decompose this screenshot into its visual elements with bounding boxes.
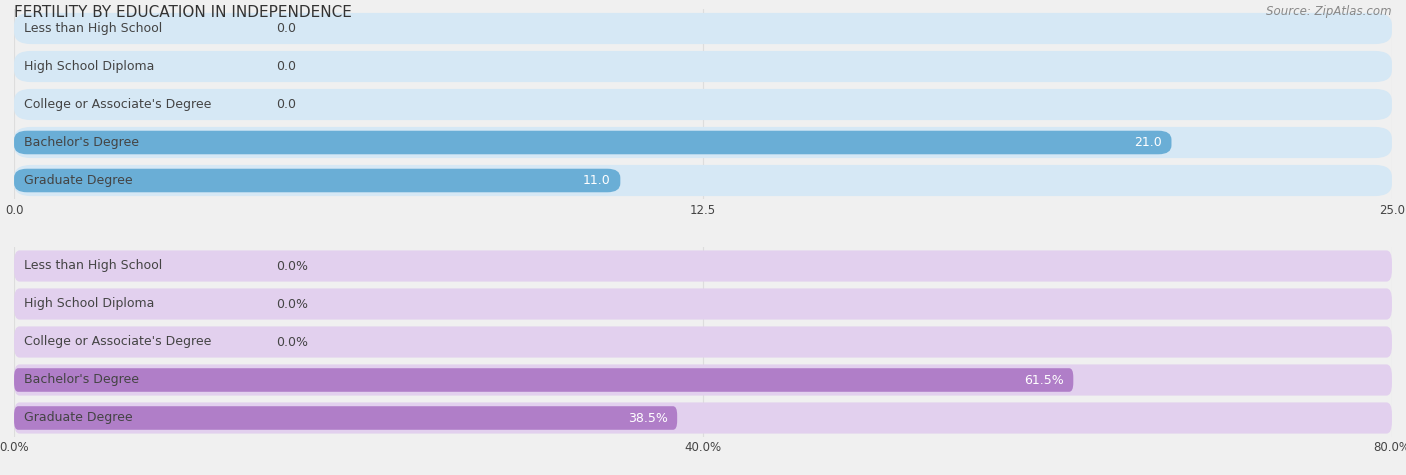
Text: High School Diploma: High School Diploma [24, 60, 155, 73]
FancyBboxPatch shape [14, 364, 1392, 396]
Text: Bachelor's Degree: Bachelor's Degree [24, 136, 139, 149]
FancyBboxPatch shape [14, 250, 1392, 282]
Text: 11.0: 11.0 [583, 174, 610, 187]
FancyBboxPatch shape [14, 51, 1392, 82]
FancyBboxPatch shape [14, 127, 1392, 158]
Text: High School Diploma: High School Diploma [24, 297, 155, 311]
Text: College or Associate's Degree: College or Associate's Degree [24, 335, 211, 349]
FancyBboxPatch shape [14, 326, 1392, 358]
Text: 38.5%: 38.5% [627, 411, 668, 425]
Text: Graduate Degree: Graduate Degree [24, 174, 132, 187]
Text: College or Associate's Degree: College or Associate's Degree [24, 98, 211, 111]
FancyBboxPatch shape [14, 288, 1392, 320]
Text: 0.0: 0.0 [276, 98, 295, 111]
Text: Source: ZipAtlas.com: Source: ZipAtlas.com [1267, 5, 1392, 18]
Text: 0.0%: 0.0% [276, 259, 308, 273]
FancyBboxPatch shape [14, 402, 1392, 434]
Text: Less than High School: Less than High School [24, 22, 162, 35]
Text: Graduate Degree: Graduate Degree [24, 411, 132, 425]
FancyBboxPatch shape [14, 89, 1392, 120]
Text: Less than High School: Less than High School [24, 259, 162, 273]
FancyBboxPatch shape [14, 406, 678, 430]
FancyBboxPatch shape [14, 165, 1392, 196]
Text: 0.0%: 0.0% [276, 297, 308, 311]
FancyBboxPatch shape [14, 13, 1392, 44]
Text: 21.0: 21.0 [1135, 136, 1161, 149]
Text: Bachelor's Degree: Bachelor's Degree [24, 373, 139, 387]
FancyBboxPatch shape [14, 368, 1073, 392]
Text: 61.5%: 61.5% [1024, 373, 1064, 387]
Text: 0.0: 0.0 [276, 60, 295, 73]
FancyBboxPatch shape [14, 169, 620, 192]
Text: 0.0: 0.0 [276, 22, 295, 35]
FancyBboxPatch shape [14, 131, 1171, 154]
Text: FERTILITY BY EDUCATION IN INDEPENDENCE: FERTILITY BY EDUCATION IN INDEPENDENCE [14, 5, 352, 20]
Text: 0.0%: 0.0% [276, 335, 308, 349]
